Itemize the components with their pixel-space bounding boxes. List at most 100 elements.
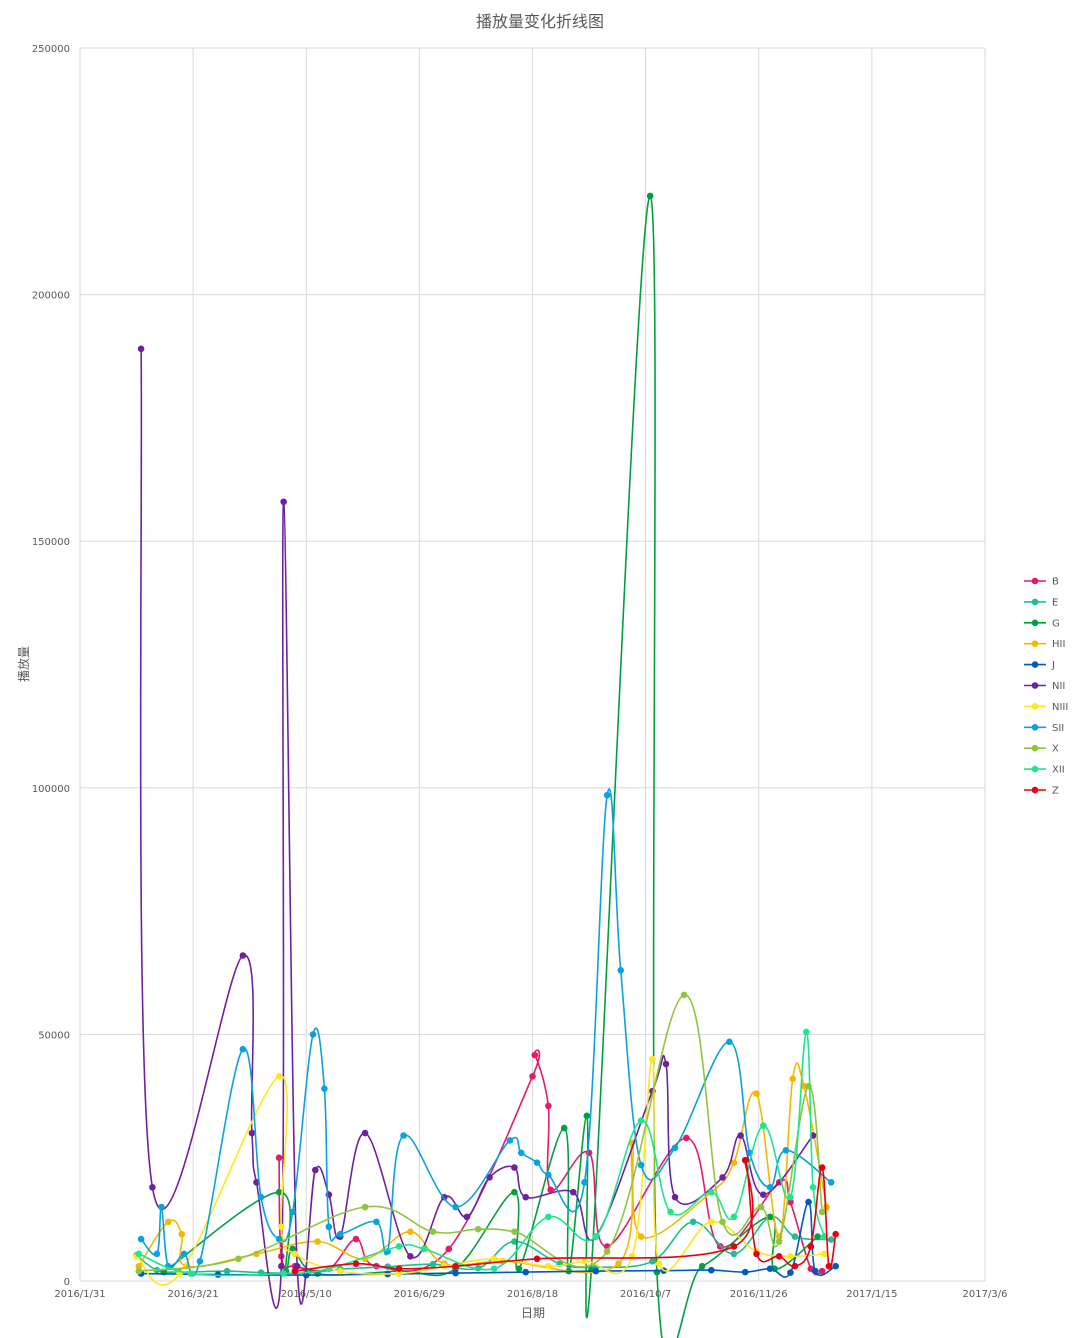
- data-point: [649, 1055, 656, 1063]
- data-point: [707, 1266, 715, 1274]
- data-point: [395, 1243, 403, 1250]
- legend-swatch-marker: [1031, 598, 1039, 606]
- legend-label: HII: [1052, 639, 1065, 650]
- x-tick-label: 2016/8/18: [507, 1289, 558, 1300]
- data-point: [646, 192, 654, 200]
- data-point: [511, 1228, 518, 1235]
- data-point: [689, 1218, 697, 1226]
- data-point: [766, 1213, 774, 1221]
- x-axis-title: 日期: [521, 1306, 545, 1320]
- data-point: [361, 1129, 369, 1137]
- chart-title: 播放量变化折线图: [476, 12, 604, 31]
- gridlines: [79, 47, 986, 1282]
- data-point: [545, 1213, 552, 1221]
- legend-item-j: J: [1024, 660, 1055, 671]
- legend-label: SII: [1052, 723, 1064, 734]
- legend-label: Z: [1052, 786, 1059, 797]
- legend-swatch-marker: [1031, 786, 1039, 794]
- data-point: [814, 1233, 821, 1240]
- legend: BEG HII J NII NIII SII X XII Z: [1024, 577, 1068, 797]
- data-point: [560, 1124, 568, 1132]
- data-point: [239, 1045, 247, 1053]
- data-point: [818, 1208, 826, 1216]
- legend-label: B: [1052, 577, 1059, 588]
- data-point: [547, 1186, 554, 1194]
- data-point: [452, 1262, 459, 1270]
- data-point: [511, 1188, 518, 1196]
- data-point: [753, 1090, 760, 1097]
- legend-item-niii: NIII: [1024, 702, 1068, 713]
- data-point: [178, 1230, 186, 1238]
- data-point: [809, 1183, 817, 1191]
- data-point: [490, 1255, 498, 1263]
- data-point: [395, 1265, 403, 1272]
- data-point: [533, 1159, 541, 1166]
- legend-swatch-marker: [1031, 619, 1039, 627]
- data-point: [805, 1082, 812, 1090]
- data-point: [275, 1073, 283, 1080]
- data-point: [531, 1051, 539, 1059]
- x-tick-label: 2016/3/21: [167, 1289, 218, 1300]
- data-point: [248, 1129, 256, 1137]
- data-point: [827, 1179, 835, 1186]
- series-line: [136, 1215, 832, 1275]
- x-tick-label: 2016/11/26: [730, 1289, 788, 1300]
- data-point: [827, 1236, 835, 1243]
- data-point: [149, 1183, 156, 1191]
- data-point: [823, 1203, 830, 1211]
- data-point: [529, 1073, 536, 1080]
- data-point: [789, 1075, 796, 1083]
- data-point: [235, 1255, 242, 1263]
- data-point: [293, 1262, 301, 1270]
- series-hii: [135, 1062, 830, 1274]
- data-point: [787, 1269, 794, 1276]
- data-point: [667, 1208, 674, 1216]
- data-point: [420, 1245, 428, 1253]
- legend-item-g: G: [1024, 618, 1060, 629]
- data-point: [741, 1268, 749, 1276]
- series-nii: [137, 345, 817, 1309]
- data-point: [832, 1230, 839, 1238]
- data-point: [680, 991, 688, 999]
- data-point: [730, 1250, 738, 1258]
- data-point: [135, 1250, 143, 1258]
- legend-item-x: X: [1024, 744, 1059, 755]
- series-g: [160, 192, 821, 1338]
- data-point: [452, 1203, 459, 1211]
- data-point: [336, 1267, 344, 1275]
- data-point: [223, 1267, 231, 1275]
- data-point: [730, 1213, 738, 1221]
- series-line: [140, 788, 832, 1277]
- y-tick-label: 150000: [32, 537, 70, 548]
- data-point: [291, 1250, 299, 1258]
- data-point: [569, 1188, 577, 1196]
- data-point: [805, 1198, 812, 1206]
- data-point: [522, 1193, 530, 1201]
- data-point: [137, 345, 145, 353]
- data-point: [522, 1268, 530, 1276]
- x-tick-label: 2016/6/29: [394, 1289, 445, 1300]
- axes: 0 50000 100000 150000 200000 250000 2016/1/31 2…: [32, 44, 1008, 1300]
- legend-item-hii: HII: [1024, 639, 1065, 650]
- legend-label: E: [1052, 597, 1058, 608]
- y-tick-label: 0: [64, 1277, 70, 1288]
- data-point: [515, 1265, 523, 1272]
- legend-swatch-marker: [1031, 682, 1039, 689]
- data-point: [730, 1159, 738, 1166]
- series-lines: [133, 192, 839, 1338]
- legend-item-b: B: [1024, 577, 1059, 588]
- legend-swatch-marker: [1031, 577, 1039, 585]
- data-point: [278, 1223, 285, 1231]
- data-point: [615, 1260, 622, 1268]
- data-point: [275, 1154, 283, 1161]
- data-point: [617, 966, 625, 974]
- series-line: [136, 1058, 825, 1286]
- data-point: [800, 1082, 808, 1090]
- data-point: [592, 1267, 600, 1275]
- data-point: [291, 1267, 299, 1275]
- data-point: [429, 1228, 437, 1235]
- series-line: [139, 348, 814, 1309]
- data-point: [429, 1260, 437, 1268]
- data-point: [653, 1268, 661, 1276]
